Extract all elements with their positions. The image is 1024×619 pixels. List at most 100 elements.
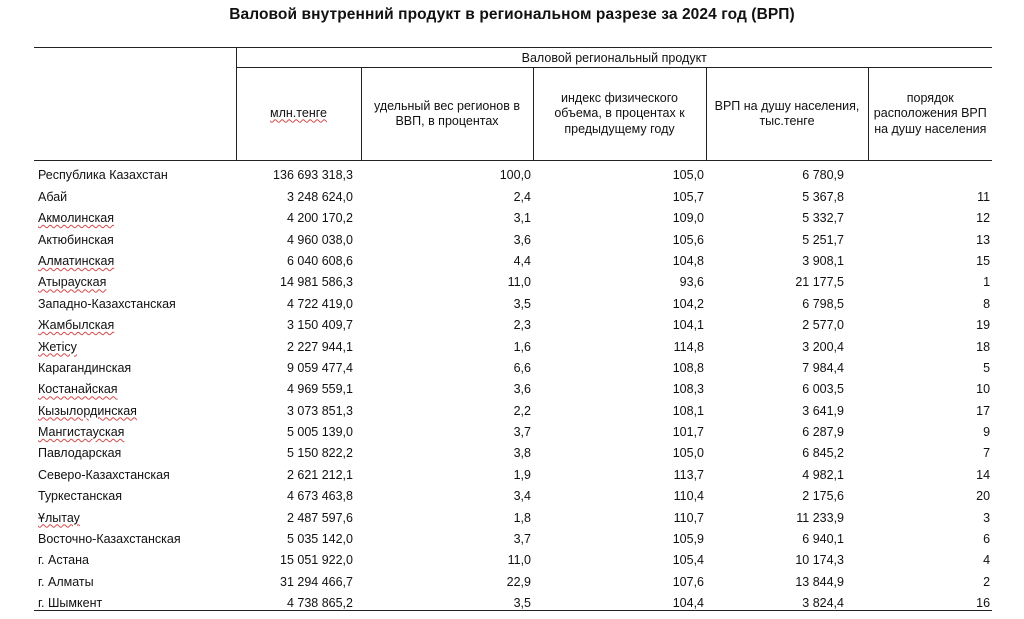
table-row: Жамбылская 3 150 409,7 2,3 104,1 2 577,0 19 [34,311,992,332]
index-value: 105,0 [672,168,704,183]
rank-value: 11 [977,189,991,204]
page-title: Валовой внутренний продукт в регионально… [229,6,795,23]
grp-mln-value: 4 673 463,8 [286,489,353,504]
table-row: Павлодарская 5 150 822,2 3,8 105,0 6 845,2 7 [34,439,992,460]
column-header-mln: млн.тенге [235,67,361,161]
region-name: Северо-Казахстанская [38,467,170,482]
column-header-share: удельный вес регионов в ВВП, в процентах [360,67,533,161]
per-capita-value: 21 177,5 [795,275,844,290]
region-name: г. Астана [38,553,89,568]
per-capita-value: 7 984,4 [802,360,844,375]
grp-mln-value: 136 693 318,3 [273,168,353,183]
stub-header [34,47,236,161]
grp-mln-value: 31 294 466,7 [280,574,353,589]
grp-mln-value: 4 969 559,1 [286,382,353,397]
share-value: 2,4 [513,189,531,204]
region-name-text: Мангистауская [38,425,125,440]
grp-mln-value: 3 073 851,3 [286,403,353,418]
header-row-columns: млн.тенге удельный вес регионов в ВВП, в… [34,67,993,161]
index-value: 108,3 [672,382,704,397]
share-value: 1,8 [513,510,531,525]
per-capita-value: 10 174,3 [795,553,844,568]
region-name: Актюбинская [38,232,114,247]
table-row: Карагандинская 9 059 477,4 6,6 108,8 7 984,4… [34,354,992,375]
rank-value: 12 [976,211,991,226]
index-value: 110,7 [673,510,704,525]
share-value: 3,6 [513,232,531,247]
table-row: Жетісу 2 227 944,1 1,6 114,8 3 200,4 18 [34,332,992,354]
grp-mln-value: 4 738 865,2 [236,588,361,612]
per-capita-value: 6 287,9 [802,425,844,440]
share-value: 4,4 [513,253,531,268]
table-row: Атырауская 14 981 586,3 11,0 93,6 21 177,5 1 [34,268,992,289]
rank-value: 20 [976,489,991,504]
share-value: 3,4 [513,489,531,504]
region-name: Республика Казахстан [38,168,168,183]
index-value: 104,4 [533,588,706,612]
share-value: 3,6 [513,382,531,397]
table-row: г. Шымкент 4 738 865,2 3,5 104,4 3 824,4 16 [34,588,993,612]
index-value: 93,6 [679,275,704,290]
rank-value: 3 [983,510,991,525]
table-row: г. Астана 15 051 922,0 11,0 105,4 10 174,3 4 [34,546,992,567]
per-capita-value: 2 577,0 [802,318,844,333]
share-value: 3,5 [513,296,531,311]
per-capita-value: 6 780,9 [802,168,844,183]
per-capita-value: 5 332,7 [802,211,844,226]
share-value: 3,7 [513,425,531,440]
rank-value: 13 [976,232,991,247]
share-value: 1,6 [513,339,531,354]
rank-value [868,161,992,183]
share-value: 22,9 [506,574,531,589]
per-capita-value: 6 940,1 [802,532,844,547]
grp-mln-value: 14 981 586,3 [280,275,353,290]
per-capita-value: 5 251,7 [802,232,844,247]
per-capita-value: 5 367,8 [802,189,844,204]
share-value: 6,6 [513,360,531,375]
index-value: 105,7 [672,189,704,204]
region-name: Костанайская [34,375,236,396]
rank-value: 17 [976,403,991,418]
rank-value: 16 [868,588,993,612]
index-value: 105,9 [672,532,704,547]
table-row: Западно-Казахстанская 4 722 419,0 3,5 104,2… [34,289,992,311]
index-value: 113,7 [673,467,704,482]
grp-mln-value: 2 487 597,6 [286,510,353,525]
per-capita-value: 3 908,1 [802,253,844,268]
table-body: Республика Казахстан 136 693 318,3 100,0 10… [34,161,993,612]
region-name: Ұлытау [34,503,236,525]
table-row: Костанайская 4 969 559,1 3,6 108,3 6 003,5 10 [34,375,992,396]
index-value: 114,8 [673,339,704,354]
grp-mln-value: 2 227 944,1 [286,339,353,354]
table-row: г. Алматы 31 294 466,7 22,9 107,6 13 844,9 2 [34,567,992,589]
table-row: Абай 3 248 624,0 2,4 105,7 5 367,8 11 [34,182,992,204]
index-value: 104,2 [672,296,704,311]
region-name: Абай [38,189,68,204]
table-row: Актюбинская 4 960 038,0 3,6 105,6 5 251,7 13 [34,225,992,247]
header-row-group: Валовой региональный продукт [34,47,993,161]
grp-mln-value: 5 150 822,2 [286,446,353,461]
per-capita-value: 4 982,1 [802,467,844,482]
region-name: Кызылординская [34,396,236,418]
grp-mln-value: 6 040 608,6 [286,253,353,268]
table-row: Ұлытау 2 487 597,6 1,8 110,7 11 233,9 3 [34,503,992,525]
rank-value: 7 [983,446,991,461]
region-name: Павлодарская [38,446,122,461]
share-value: 11,0 [507,553,531,568]
table-row: Алматинская 6 040 608,6 4,4 104,8 3 908,1 15 [34,247,992,268]
per-capita-value: 3 200,4 [802,339,844,354]
rank-value: 1 [983,275,991,290]
region-name-text: Жетісу [38,339,77,354]
region-name: Западно-Казахстанская [38,296,176,311]
region-name: Мангистауская [34,418,236,439]
index-value: 108,1 [672,403,704,418]
rank-value: 8 [983,296,991,311]
grp-mln-value: 5 005 139,0 [286,425,353,440]
region-name: Акмолинская [34,204,236,225]
rank-value: 9 [983,425,991,440]
index-value: 107,6 [672,574,704,589]
rank-value: 19 [976,318,991,333]
rank-value: 2 [983,574,991,589]
region-name: Туркестанская [38,489,122,504]
share-value: 100,0 [499,168,531,183]
